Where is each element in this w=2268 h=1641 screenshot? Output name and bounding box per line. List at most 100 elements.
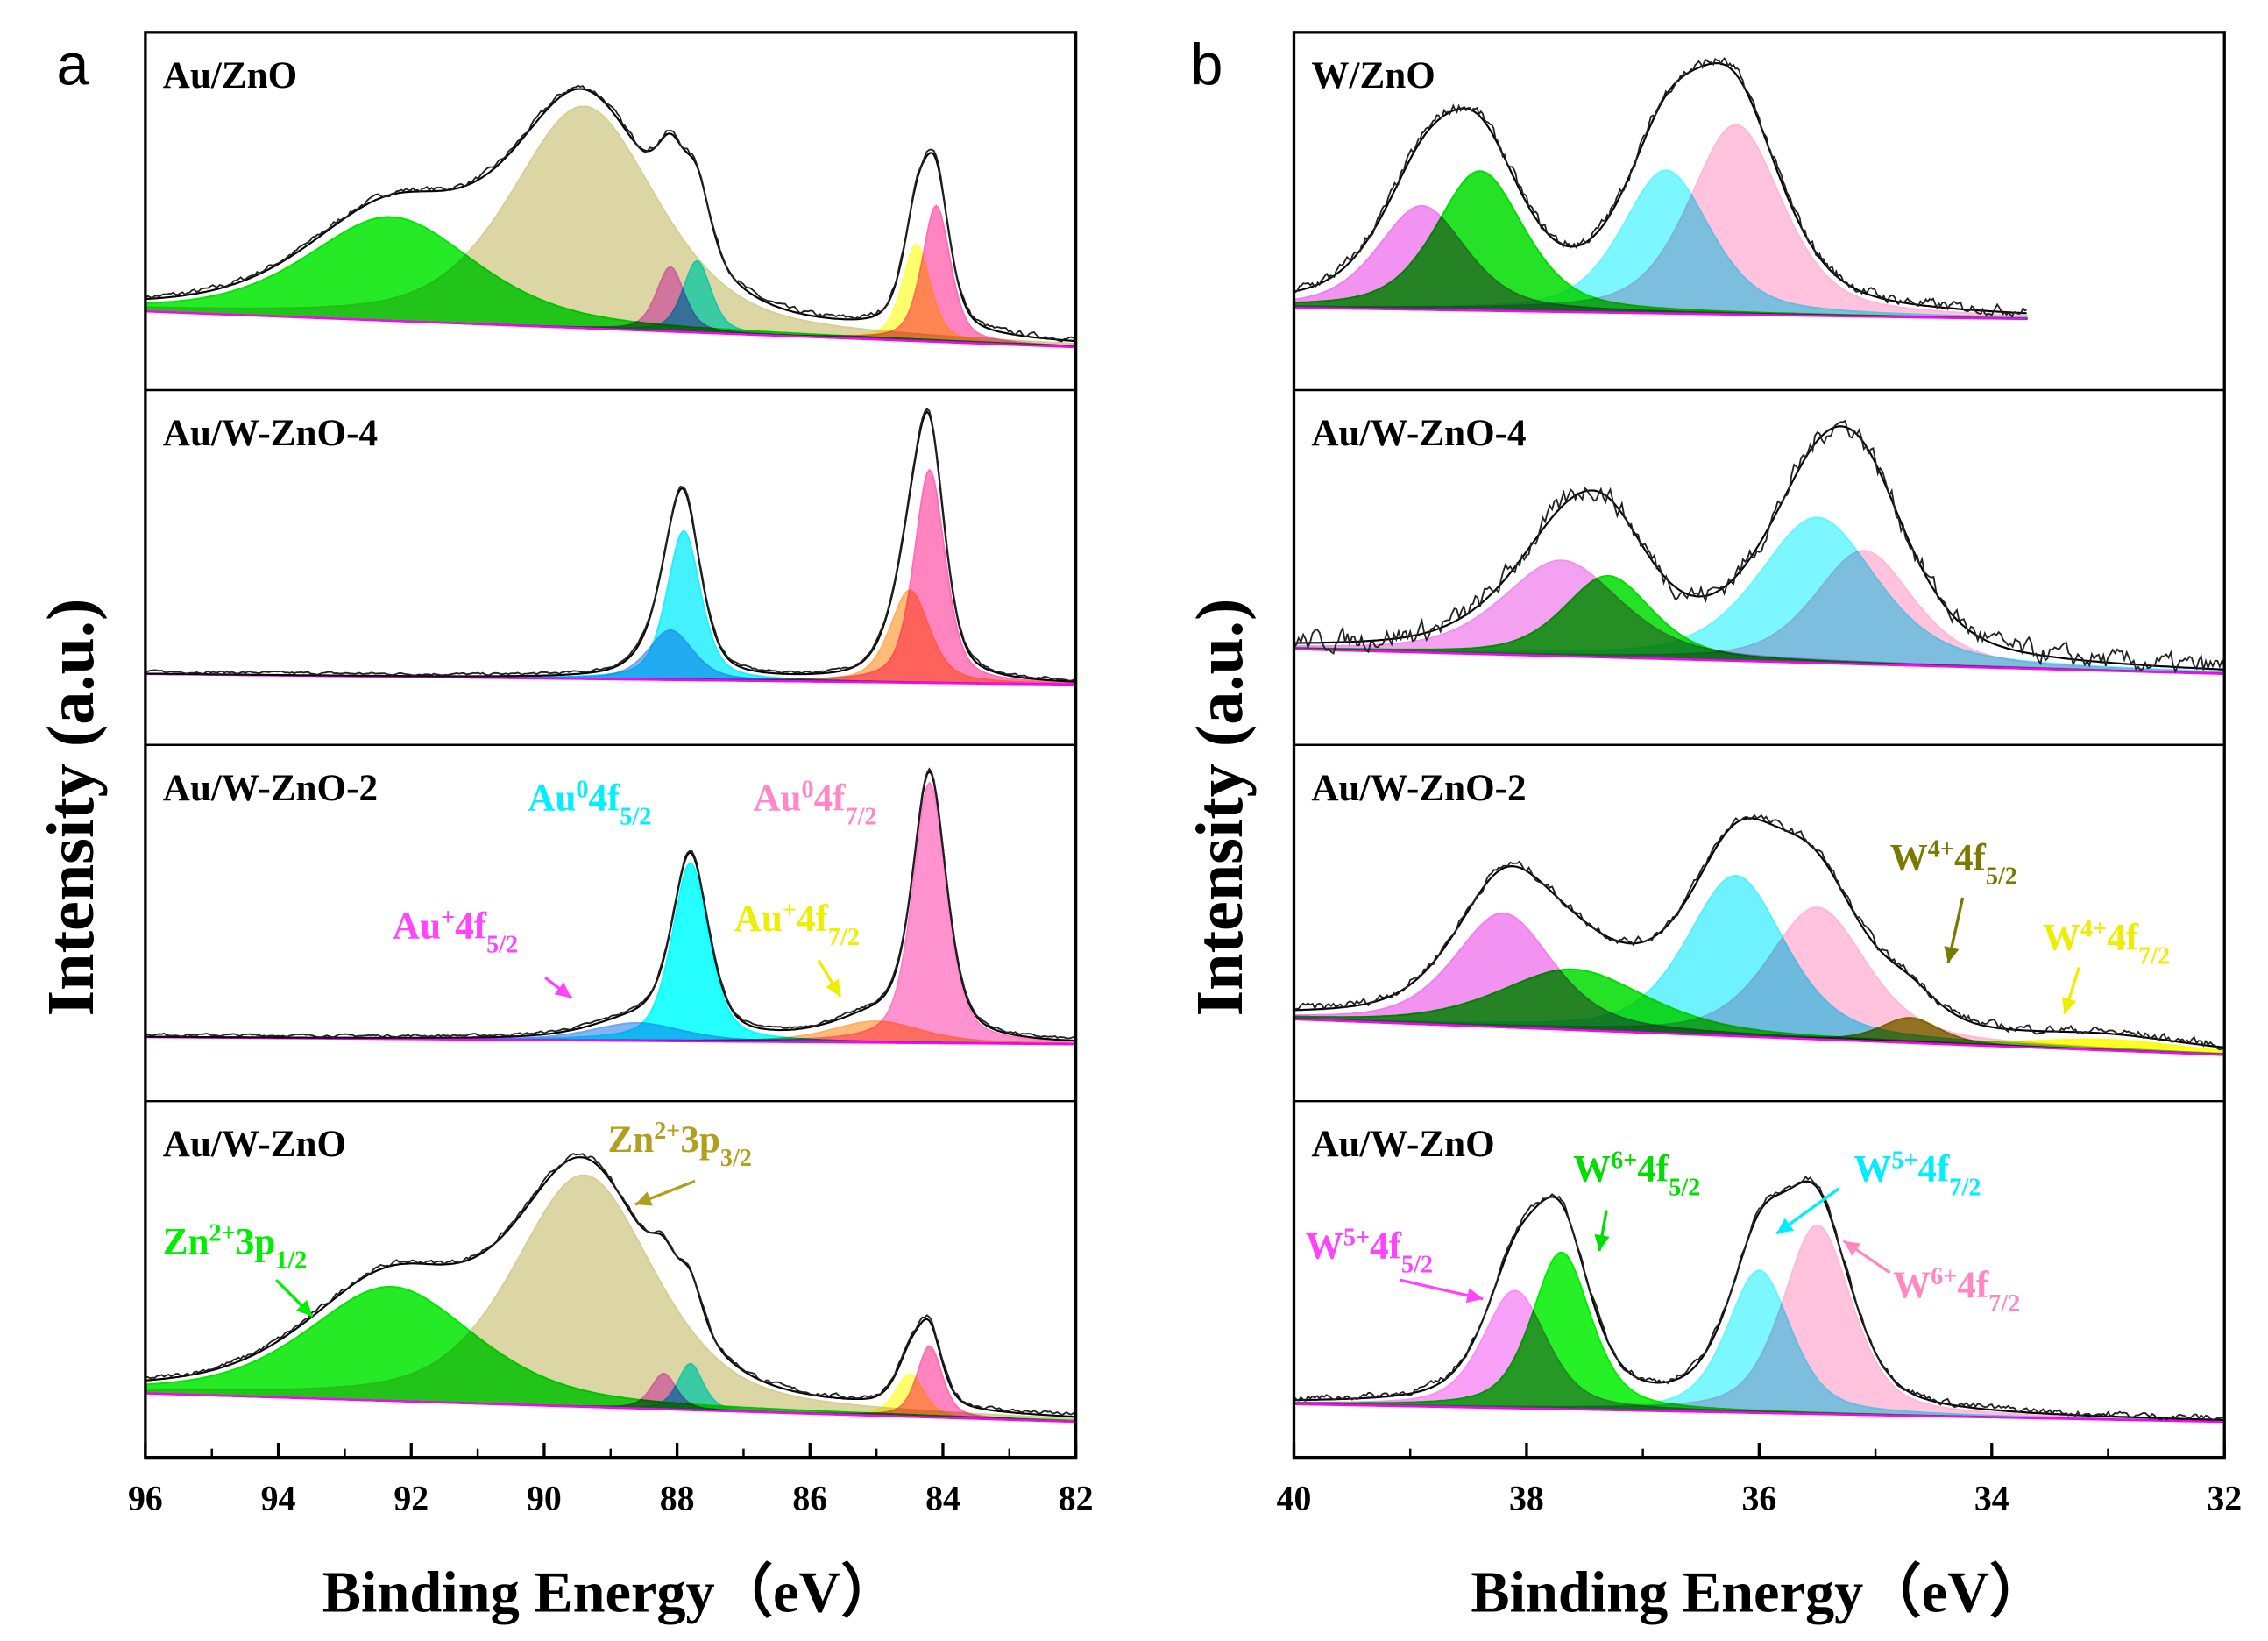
- annotation-base: Au: [393, 906, 441, 947]
- annotation-sup: 0: [801, 776, 813, 803]
- panel-a: a Au/ZnO Au/W-ZnO-4 Au/W-ZnO-2 Au/W-ZnO 96 94 9…: [33, 31, 1094, 1624]
- annotation-sub: 7/2: [2138, 942, 2170, 970]
- annotation-sup: +: [441, 904, 455, 931]
- background-line: [1293, 1403, 2225, 1424]
- annotation-label: Zn2+3p1/2: [163, 1219, 307, 1274]
- annotation-mid: 4f: [1637, 1148, 1669, 1190]
- peak-annotation: W4+4f5/2: [1890, 835, 2017, 963]
- arrow-head-icon: [295, 1299, 313, 1317]
- sample-label: Au/ZnO: [163, 55, 297, 96]
- annotation-sup: 2+: [654, 1118, 680, 1145]
- x-tick-label: 96: [128, 1479, 163, 1517]
- background-line: [1293, 1018, 2225, 1056]
- annotation-base: W: [1853, 1148, 1891, 1190]
- peak-au0-4f7-2: [145, 781, 1076, 1046]
- annotation-label: W6+4f7/2: [1893, 1263, 2020, 1318]
- peak-annotation: W4+4f7/2: [2043, 915, 2170, 1015]
- annotation-sub: 5/2: [1401, 1251, 1433, 1278]
- arrow-head-icon: [1465, 1288, 1484, 1304]
- subplot-au-w-zno-4: Au/W-ZnO-4: [145, 388, 1076, 686]
- annotation-base: Au: [734, 899, 783, 940]
- annotation-base: W: [1573, 1148, 1611, 1190]
- annotation-label: Au04f7/2: [753, 776, 876, 830]
- subplot-plot-area: [145, 84, 1076, 349]
- peak-annotation: Au+4f7/2: [734, 897, 860, 998]
- sample-label: Au/W-ZnO: [1311, 1124, 1494, 1165]
- annotation-base: W: [1306, 1225, 1343, 1267]
- annotation-sup: 4+: [1928, 835, 1954, 863]
- annotation-label: Au04f5/2: [528, 776, 651, 830]
- x-tick-label: 86: [792, 1479, 827, 1517]
- annotation-sub: 7/2: [1988, 1290, 2020, 1318]
- annotation-label: Au+4f7/2: [734, 897, 860, 951]
- annotation-mid: 4f: [455, 906, 487, 947]
- raw-data-line: [145, 84, 1076, 343]
- annotation-mid: 4f: [797, 899, 829, 940]
- subplot-plot-area: [145, 1153, 1076, 1424]
- x-tick-label: 38: [1509, 1479, 1544, 1517]
- annotation-mid: 4f: [1954, 837, 1987, 878]
- x-tick-label: 94: [261, 1479, 296, 1517]
- subplot-plot-area: [145, 408, 1076, 686]
- annotation-label: W6+4f5/2: [1573, 1147, 1700, 1201]
- peak-annotation: Au04f5/2: [528, 776, 651, 830]
- annotation-sup: 6+: [1931, 1263, 1957, 1290]
- annotation-label: Zn2+3p3/2: [607, 1118, 751, 1172]
- subplot-w-zno: W/ZnO: [1293, 55, 2028, 321]
- arrow-head-icon: [1843, 1240, 1861, 1256]
- sample-label: Au/W-ZnO-4: [163, 413, 378, 454]
- sample-label: Au/W-ZnO: [163, 1124, 346, 1165]
- subplot-au-w-zno-2: Au/W-ZnO-2: [1293, 743, 2225, 1056]
- annotation-label: W4+4f5/2: [1890, 835, 2017, 890]
- annotation-sup: 5+: [1343, 1224, 1370, 1251]
- peak-annotation: Au+4f5/2: [393, 904, 572, 999]
- sample-label: W/ZnO: [1311, 55, 1435, 96]
- peak-annotation: Zn2+3p3/2: [607, 1118, 752, 1206]
- annotation-sup: 4+: [2080, 915, 2107, 942]
- raw-data-line: [145, 767, 1076, 1040]
- peak-annotation: W5+4f5/2: [1306, 1224, 1484, 1304]
- panel-letter: b: [1190, 33, 1223, 98]
- fit-envelope-line: [145, 1156, 1076, 1418]
- subplot-plot-area: [1293, 419, 2225, 676]
- annotation-base: Zn: [607, 1119, 654, 1161]
- annotation-mid: 4f: [1370, 1225, 1402, 1267]
- annotation-label: W4+4f7/2: [2043, 915, 2170, 970]
- subplot-au-zno: Au/ZnO: [145, 55, 1076, 349]
- peak-au0-4f7-2: [145, 468, 1076, 686]
- arrow-head-icon: [554, 982, 571, 998]
- raw-data-line: [145, 1153, 1076, 1417]
- annotation-base: W: [1890, 837, 1928, 878]
- annotation-sup: 0: [576, 776, 588, 803]
- x-tick-label: 88: [660, 1479, 695, 1517]
- peak-annotation: W5+4f7/2: [1775, 1147, 1981, 1235]
- annotation-sub: 5/2: [620, 803, 651, 830]
- arrow-head-icon: [826, 978, 840, 997]
- annotation-sub: 7/2: [846, 803, 877, 830]
- annotation-label: W5+4f5/2: [1306, 1224, 1433, 1278]
- x-tick-label: 34: [1974, 1479, 2009, 1517]
- annotation-label: Au+4f5/2: [393, 904, 518, 958]
- fit-envelope-line: [1293, 817, 2225, 1049]
- panel-letter: a: [56, 33, 89, 98]
- annotation-mid: 4f: [1917, 1148, 1950, 1190]
- annotation-label: W5+4f7/2: [1853, 1147, 1981, 1201]
- sample-label: Au/W-ZnO-2: [163, 768, 378, 809]
- subplot-plot-area: [1293, 813, 2225, 1056]
- peak-annotation: W6+4f7/2: [1842, 1240, 2020, 1318]
- arrow-head-icon: [2061, 996, 2077, 1014]
- annotation-base: W: [1893, 1265, 1931, 1306]
- annotation-mid: 4f: [2107, 918, 2139, 959]
- raw-data-line: [145, 408, 1076, 682]
- raw-data-line: [1293, 813, 2225, 1051]
- peak-annotation: Au04f7/2: [753, 776, 876, 830]
- x-tick-label: 84: [925, 1479, 960, 1517]
- annotation-sub: 7/2: [1949, 1174, 1981, 1201]
- annotation-sup: 6+: [1611, 1147, 1637, 1174]
- annotation-mid: 4f: [588, 778, 620, 819]
- fit-envelope-line: [1293, 425, 2225, 671]
- arrow-head-icon: [1944, 946, 1960, 963]
- background-line: [145, 309, 1076, 349]
- annotation-base: Zn: [163, 1221, 209, 1262]
- x-tick-label: 92: [393, 1479, 429, 1517]
